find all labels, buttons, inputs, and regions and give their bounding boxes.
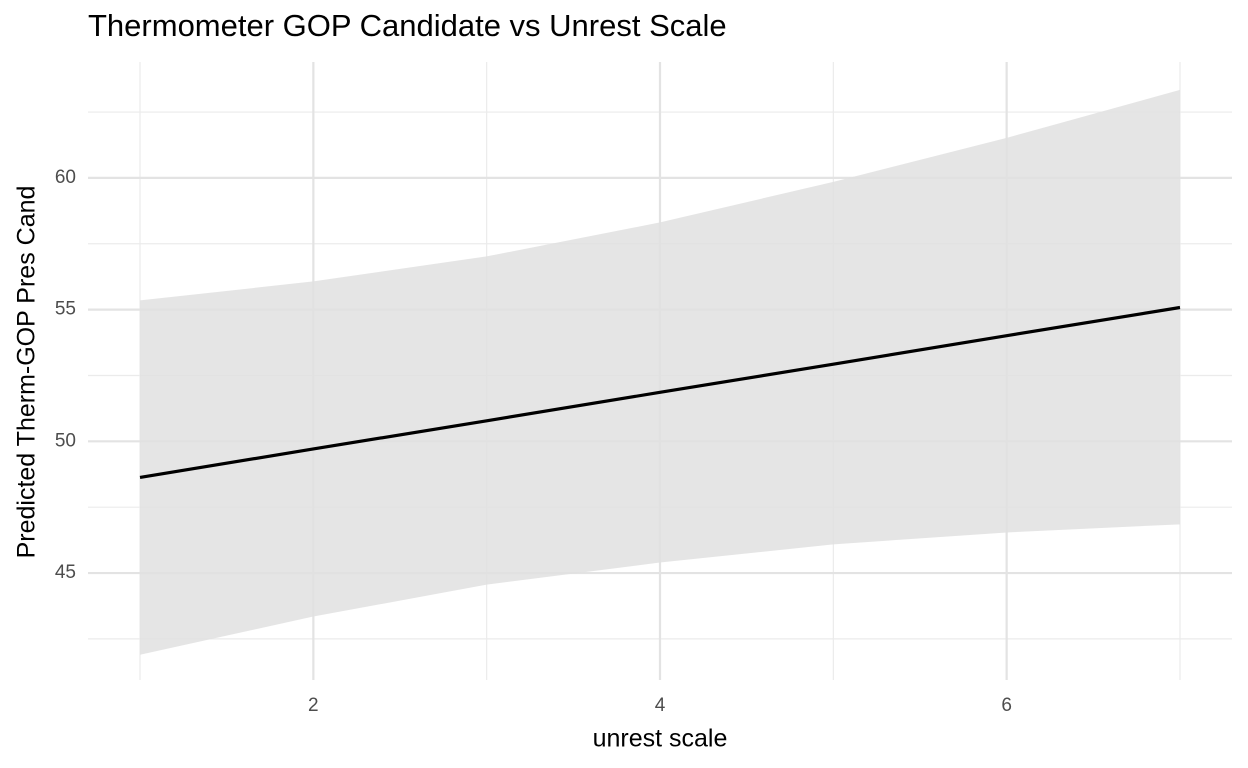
confidence-band bbox=[140, 89, 1180, 655]
chart-title: Thermometer GOP Candidate vs Unrest Scal… bbox=[88, 8, 727, 43]
y-tick-label: 55 bbox=[55, 299, 76, 320]
x-axis-label: unrest scale bbox=[593, 725, 728, 753]
x-tick-label: 2 bbox=[308, 695, 319, 716]
y-tick-label: 50 bbox=[55, 430, 76, 451]
line bbox=[139, 305, 1181, 480]
x-tick-label: 6 bbox=[1001, 695, 1012, 716]
x-tick-label: 4 bbox=[655, 695, 666, 716]
y-tick-label: 45 bbox=[55, 562, 76, 583]
y-tick-label: 60 bbox=[55, 167, 76, 188]
y-axis-label: Predicted Therm-GOP Pres Cand bbox=[13, 186, 41, 559]
